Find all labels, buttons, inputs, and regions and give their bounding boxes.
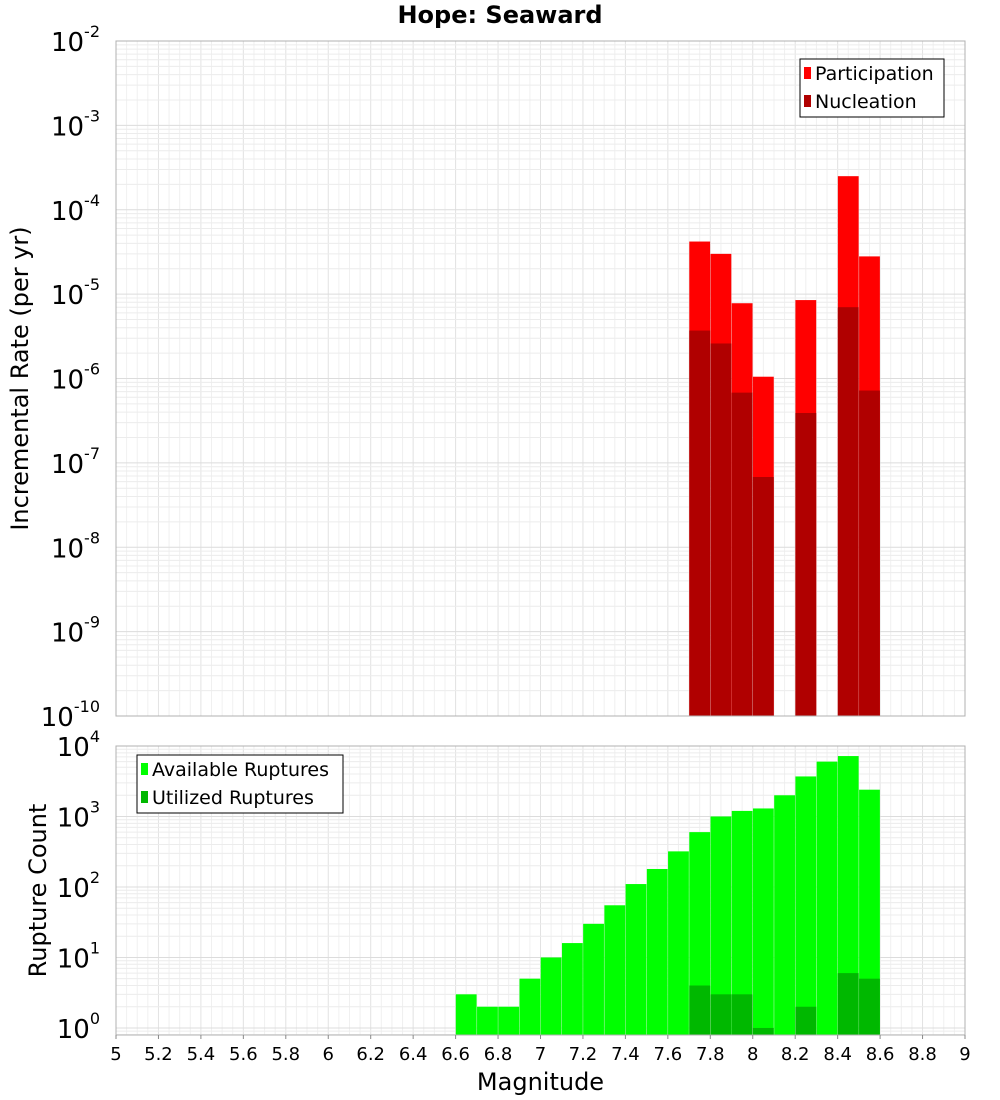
count-y-tick-label: 102 — [57, 868, 100, 904]
x-tick-label: 6.6 — [441, 1044, 470, 1065]
x-tick-label: 6.4 — [399, 1044, 428, 1065]
count-y-axis-label: Rupture Count — [24, 804, 52, 978]
x-tick-label: 5 — [110, 1044, 121, 1065]
rate-legend-box — [799, 58, 945, 118]
available-ruptures-bar — [604, 905, 626, 1035]
rate-y-tick-label: 10-3 — [51, 106, 100, 142]
x-tick-label: 7.2 — [569, 1044, 598, 1065]
rate-legend: Participation Nucleation — [799, 58, 945, 118]
count-legend-box — [136, 754, 344, 814]
rate-y-axis-label: Incremental Rate (per yr) — [6, 226, 34, 530]
available-ruptures-bar — [455, 994, 477, 1035]
rate-y-tick-label: 10-6 — [51, 360, 100, 396]
x-tick-label: 7.8 — [696, 1044, 725, 1065]
count-y-tick-label: 103 — [57, 797, 100, 833]
available-ruptures-bar — [689, 832, 711, 1035]
x-tick-label: 6.8 — [484, 1044, 513, 1065]
rate-y-tick-label: 10-7 — [51, 444, 100, 480]
x-tick-label: 5.6 — [229, 1044, 258, 1065]
utilized-ruptures-bar — [689, 985, 711, 1035]
available-ruptures-bar — [816, 761, 838, 1035]
count-legend: Available Ruptures Utilized Ruptures — [136, 754, 344, 814]
available-ruptures-bar — [477, 1006, 498, 1035]
x-tick-label: 6.2 — [356, 1044, 385, 1065]
nucleation-bar — [710, 343, 732, 716]
available-ruptures-bar — [625, 884, 647, 1035]
count-y-tick-label: 104 — [57, 727, 100, 763]
available-ruptures-bar — [837, 756, 859, 1035]
available-ruptures-bar — [710, 816, 732, 1035]
available-ruptures-bar — [731, 810, 753, 1035]
available-ruptures-bar — [583, 923, 604, 1035]
x-tick-label: 8.6 — [866, 1044, 895, 1065]
utilized-ruptures-bar — [837, 973, 859, 1035]
utilized-ruptures-legend-swatch — [141, 791, 148, 803]
rate-y-tick-label: 10-9 — [51, 613, 100, 649]
participation-legend-swatch — [804, 67, 811, 79]
available-ruptures-legend-swatch — [141, 763, 148, 775]
nucleation-bar — [837, 307, 859, 716]
rate-y-tick-label: 10-4 — [51, 191, 100, 227]
x-tick-label: 8.4 — [823, 1044, 852, 1065]
available-ruptures-bar — [859, 789, 880, 1035]
nucleation-bar — [731, 392, 753, 716]
available-ruptures-bar — [668, 851, 689, 1035]
rate-y-tick-label: 10-5 — [51, 275, 100, 311]
x-tick-label: 8.2 — [781, 1044, 810, 1065]
available-ruptures-bar — [498, 1006, 520, 1035]
rate-frame — [115, 40, 966, 717]
available-ruptures-bar — [795, 776, 817, 1035]
nucleation-legend-label: Nucleation — [815, 91, 917, 113]
x-tick-label: 7 — [535, 1044, 546, 1065]
rate-y-tick-label: 10-8 — [51, 528, 100, 564]
available-ruptures-bar — [646, 868, 668, 1035]
nucleation-bar — [752, 477, 774, 716]
available-ruptures-bar — [752, 808, 774, 1035]
x-tick-label: 5.2 — [144, 1044, 173, 1065]
x-tick-label: 5.8 — [271, 1044, 300, 1065]
utilized-ruptures-bar — [731, 994, 753, 1035]
available-ruptures-bar — [774, 795, 795, 1035]
x-tick-label: 8.8 — [908, 1044, 937, 1065]
nucleation-bar — [689, 330, 711, 716]
available-ruptures-bar — [540, 957, 562, 1035]
utilized-ruptures-bar — [795, 1006, 817, 1035]
chart-title: Hope: Seaward — [397, 1, 602, 29]
available-ruptures-legend-label: Available Ruptures — [152, 759, 329, 781]
rate-y-tick-label: 10-10 — [41, 697, 100, 733]
x-tick-label: 7.6 — [654, 1044, 683, 1065]
rate-y-tick-label: 10-2 — [51, 22, 100, 58]
nucleation-bar — [859, 390, 880, 716]
utilized-ruptures-bar — [710, 994, 732, 1035]
available-ruptures-bar — [561, 943, 583, 1035]
count-y-tick-label: 101 — [57, 938, 100, 974]
x-tick-label: 7.4 — [611, 1044, 640, 1065]
x-tick-label: 8 — [747, 1044, 758, 1065]
x-tick-label: 9 — [959, 1044, 970, 1065]
available-ruptures-bar — [519, 978, 541, 1035]
nucleation-legend-swatch — [804, 95, 811, 107]
x-tick-label: 5.4 — [187, 1044, 216, 1065]
x-tick-label: 6 — [323, 1044, 334, 1065]
x-axis-label: Magnitude — [477, 1068, 604, 1096]
nucleation-bar — [795, 413, 817, 716]
utilized-ruptures-bar — [859, 978, 880, 1035]
utilized-ruptures-bar — [752, 1027, 774, 1035]
participation-legend-label: Participation — [815, 63, 934, 85]
count-y-tick-label: 100 — [57, 1009, 100, 1045]
utilized-ruptures-legend-label: Utilized Ruptures — [152, 787, 314, 809]
